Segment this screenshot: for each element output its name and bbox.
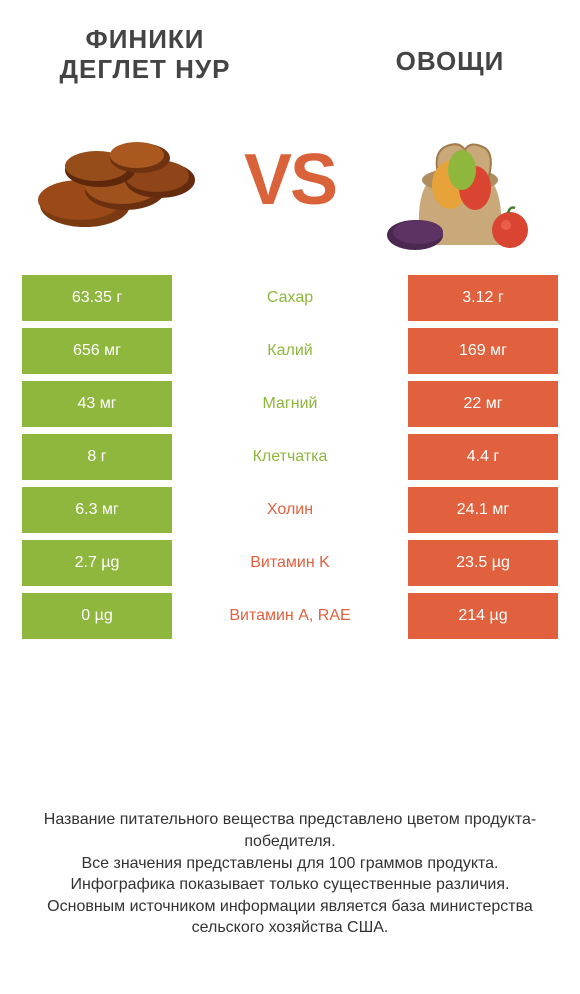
left-value-cell: 0 µg bbox=[22, 593, 172, 639]
right-value-cell: 169 мг bbox=[408, 328, 558, 374]
right-value-cell: 3.12 г bbox=[408, 275, 558, 321]
left-value-cell: 8 г bbox=[22, 434, 172, 480]
footer-line: Инфографика показывает только существенн… bbox=[30, 874, 550, 896]
nutrient-label-cell: Витамин K bbox=[172, 540, 408, 586]
nutrient-label-cell: Сахар bbox=[172, 275, 408, 321]
table-row: 63.35 гСахар3.12 г bbox=[22, 275, 558, 321]
nutrient-label-cell: Калий bbox=[172, 328, 408, 374]
footer-line: Основным источником информации является … bbox=[30, 896, 550, 939]
footer-line: Все значения представлены для 100 граммо… bbox=[30, 853, 550, 875]
table-row: 8 гКлетчатка4.4 г bbox=[22, 434, 558, 480]
right-value-cell: 22 мг bbox=[408, 381, 558, 427]
comparison-header: Финики Деглет Нур Овощи bbox=[0, 0, 580, 95]
table-row: 43 мгМагний22 мг bbox=[22, 381, 558, 427]
nutrient-label-cell: Холин bbox=[172, 487, 408, 533]
left-value-cell: 656 мг bbox=[22, 328, 172, 374]
left-value-cell: 6.3 мг bbox=[22, 487, 172, 533]
images-row: VS bbox=[0, 95, 580, 275]
left-product-title: Финики Деглет Нур bbox=[30, 25, 260, 85]
right-value-cell: 23.5 µg bbox=[408, 540, 558, 586]
left-product-image bbox=[30, 110, 210, 250]
nutrient-label-cell: Клетчатка bbox=[172, 434, 408, 480]
table-row: 656 мгКалий169 мг bbox=[22, 328, 558, 374]
right-value-cell: 4.4 г bbox=[408, 434, 558, 480]
nutrient-label-cell: Магний bbox=[172, 381, 408, 427]
nutrient-label-cell: Витамин A, RAE bbox=[172, 593, 408, 639]
right-product-title: Овощи bbox=[350, 25, 550, 77]
footer-notes: Название питательного вещества представл… bbox=[0, 809, 580, 939]
right-value-cell: 214 µg bbox=[408, 593, 558, 639]
left-value-cell: 63.35 г bbox=[22, 275, 172, 321]
right-value-cell: 24.1 мг bbox=[408, 487, 558, 533]
table-row: 6.3 мгХолин24.1 мг bbox=[22, 487, 558, 533]
vs-label: VS bbox=[244, 139, 336, 221]
left-value-cell: 2.7 µg bbox=[22, 540, 172, 586]
footer-line: Название питательного вещества представл… bbox=[30, 809, 550, 852]
left-value-cell: 43 мг bbox=[22, 381, 172, 427]
table-row: 2.7 µgВитамин K23.5 µg bbox=[22, 540, 558, 586]
table-row: 0 µgВитамин A, RAE214 µg bbox=[22, 593, 558, 639]
right-product-image bbox=[370, 110, 550, 250]
comparison-table: 63.35 гСахар3.12 г 656 мгКалий169 мг 43 мг… bbox=[0, 275, 580, 639]
